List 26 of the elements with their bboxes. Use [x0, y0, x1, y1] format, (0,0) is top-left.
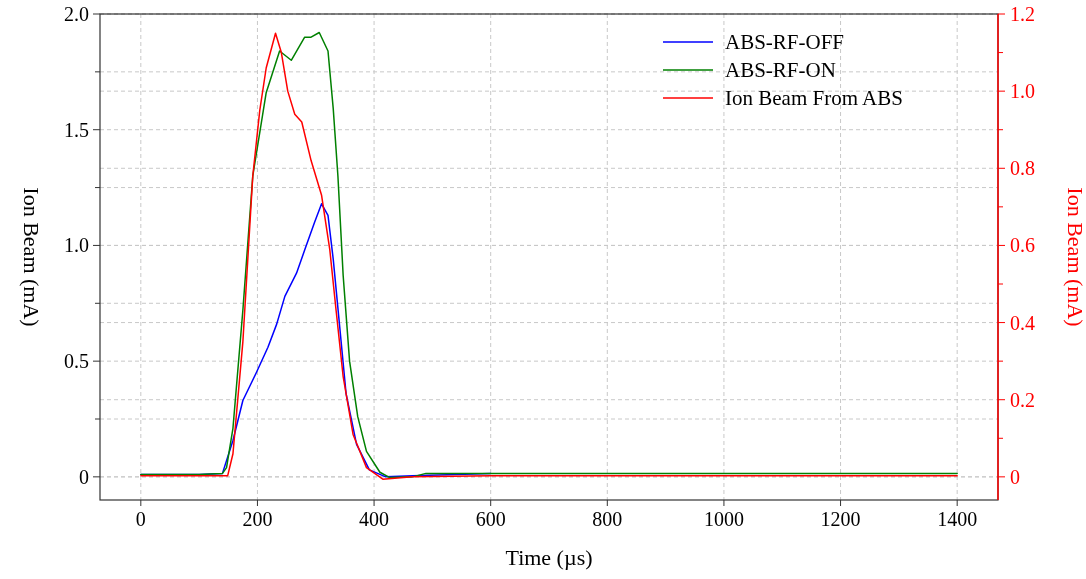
- y2-tick-label: 0.4: [1010, 311, 1035, 334]
- legend-label: ABS-RF-ON: [725, 58, 836, 82]
- x-tick-label: 1000: [703, 508, 744, 530]
- y-tick-label: 0: [79, 465, 89, 488]
- x-tick-label: 600: [475, 508, 506, 530]
- legend-label: Ion Beam From ABS: [725, 86, 903, 110]
- x-tick-label: 1400: [937, 508, 978, 530]
- y2-tick-label: 1.2: [1010, 3, 1035, 25]
- y2-axis-title: Ion Beam (mA): [1063, 187, 1086, 327]
- y2-tick-label: 1.0: [1010, 80, 1035, 103]
- y-tick-label: 1.0: [64, 234, 89, 257]
- y2-tick-label: 0.6: [1010, 234, 1035, 257]
- x-tick-label: 200: [242, 508, 273, 530]
- x-tick-label: 0: [135, 508, 146, 530]
- y-axis-title: Ion Beam (mA): [19, 187, 44, 327]
- y2-tick-label: 0.8: [1010, 157, 1035, 180]
- x-axis-title: Time (µs): [505, 545, 593, 570]
- legend-label: ABS-RF-OFF: [725, 30, 845, 54]
- x-tick-label: 1200: [820, 508, 861, 530]
- y-tick-label: 2.0: [64, 3, 89, 25]
- x-tick-label: 400: [359, 508, 390, 530]
- y2-tick-label: 0.2: [1010, 388, 1035, 411]
- y-tick-label: 0.5: [64, 350, 89, 373]
- y-tick-label: 1.5: [64, 118, 89, 141]
- y2-tick-label: 0: [1010, 465, 1020, 488]
- x-tick-label: 800: [592, 508, 623, 530]
